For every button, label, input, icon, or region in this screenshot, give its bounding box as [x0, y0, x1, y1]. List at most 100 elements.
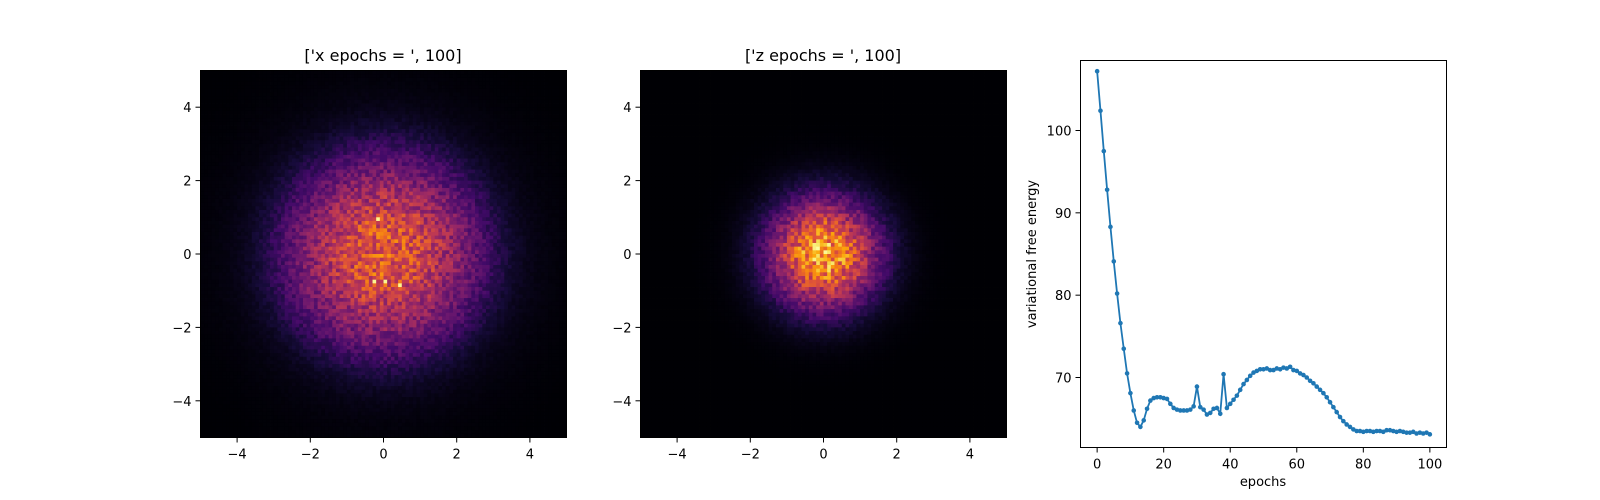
heatmap-cell [208, 210, 212, 214]
heatmap-cell [552, 71, 556, 75]
heatmap-cell [201, 155, 205, 159]
heatmap-cell [446, 173, 450, 177]
heatmap-cell [340, 159, 344, 163]
heatmap-cell [413, 243, 417, 247]
heatmap-cell [471, 144, 475, 148]
heatmap-cell [402, 140, 406, 144]
heatmap-cell [398, 236, 402, 240]
heatmap-cell [504, 96, 508, 100]
heatmap-cell [446, 250, 450, 254]
heatmap-cell [435, 173, 439, 177]
heatmap-cell [263, 89, 267, 93]
heatmap-cell [358, 243, 362, 247]
heatmap-cell [526, 140, 530, 144]
heatmap-cell [329, 129, 333, 133]
heatmap-cell [347, 129, 351, 133]
heatmap-cell [479, 78, 483, 82]
heatmap-cell [501, 199, 505, 203]
heatmap-cell [343, 140, 347, 144]
heatmap-cell [442, 247, 446, 251]
heatmap-cell [325, 166, 329, 170]
heatmap-cell [204, 162, 208, 166]
heatmap-cell [405, 126, 409, 130]
heatmap-cell [446, 232, 450, 236]
heatmap-cell [281, 115, 285, 119]
heatmap-cell [398, 115, 402, 119]
heatmap-cell [369, 217, 373, 221]
heatmap-cell [219, 74, 223, 78]
heatmap-cell [490, 214, 494, 218]
heatmap-cell [420, 228, 424, 232]
heatmap-cell [288, 192, 292, 196]
heatmap-cell [420, 217, 424, 221]
heatmap-cell [519, 217, 523, 221]
heatmap-cell [427, 217, 431, 221]
heatmap-cell [362, 232, 366, 236]
heatmap-cell [464, 247, 468, 251]
heatmap-cell [438, 115, 442, 119]
heatmap-cell [556, 206, 560, 210]
heatmap-cell [244, 111, 248, 115]
heatmap-cell [504, 126, 508, 130]
heatmap-cell [274, 214, 278, 218]
heatmap-cell [460, 93, 464, 97]
heatmap-cell [416, 206, 420, 210]
heatmap-cell [201, 74, 205, 78]
heatmap-cell [519, 188, 523, 192]
heatmap-cell [376, 140, 380, 144]
heatmap-cell [413, 162, 417, 166]
heatmap-cell [493, 82, 497, 86]
heatmap-cell [438, 82, 442, 86]
heatmap-cell [548, 82, 552, 86]
heatmap-cell [252, 228, 256, 232]
heatmap-cell [493, 85, 497, 89]
heatmap-cell [318, 107, 322, 111]
heatmap-cell [552, 104, 556, 108]
heatmap-cell [402, 250, 406, 254]
heatmap-cell [373, 78, 377, 82]
heatmap-cell [255, 126, 259, 130]
heatmap-cell [402, 203, 406, 207]
heatmap-cell [442, 203, 446, 207]
heatmap-cell [541, 184, 545, 188]
heatmap-cell [394, 122, 398, 126]
heatmap-cell [387, 162, 391, 166]
heatmap-cell [387, 100, 391, 104]
heatmap-cell [340, 129, 344, 133]
heatmap-cell [325, 181, 329, 185]
heatmap-cell [464, 71, 468, 75]
heatmap-cell [373, 155, 377, 159]
heatmap-cell [504, 239, 508, 243]
heatmap-cell [442, 214, 446, 218]
heatmap-cell [391, 188, 395, 192]
heatmap-cell [281, 236, 285, 240]
heatmap-cell [394, 74, 398, 78]
heatmap-cell [475, 243, 479, 247]
heatmap-cell [244, 118, 248, 122]
heatmap-cell [413, 155, 417, 159]
heatmap-cell [380, 118, 384, 122]
heatmap-cell [534, 232, 538, 236]
heatmap-cell [490, 232, 494, 236]
heatmap-cell [314, 247, 318, 251]
heatmap-cell [431, 239, 435, 243]
heatmap-cell [497, 166, 501, 170]
heatmap-cell [384, 177, 388, 181]
heatmap-cell [515, 181, 519, 185]
heatmap-cell [552, 188, 556, 192]
heatmap-cell [468, 181, 472, 185]
heatmap-cell [252, 236, 256, 240]
heatmap-cell [274, 184, 278, 188]
heatmap-cell [266, 173, 270, 177]
heatmap-cell [332, 192, 336, 196]
heatmap-cell [449, 155, 453, 159]
heatmap-cell [201, 133, 205, 137]
heatmap-cell [270, 236, 274, 240]
heatmap-cell [512, 203, 516, 207]
heatmap-cell [351, 89, 355, 93]
heatmap-cell [303, 225, 307, 229]
heatmap-cell [270, 221, 274, 225]
heatmap-cell [442, 206, 446, 210]
heatmap-cell [266, 151, 270, 155]
heatmap-cell [556, 129, 560, 133]
